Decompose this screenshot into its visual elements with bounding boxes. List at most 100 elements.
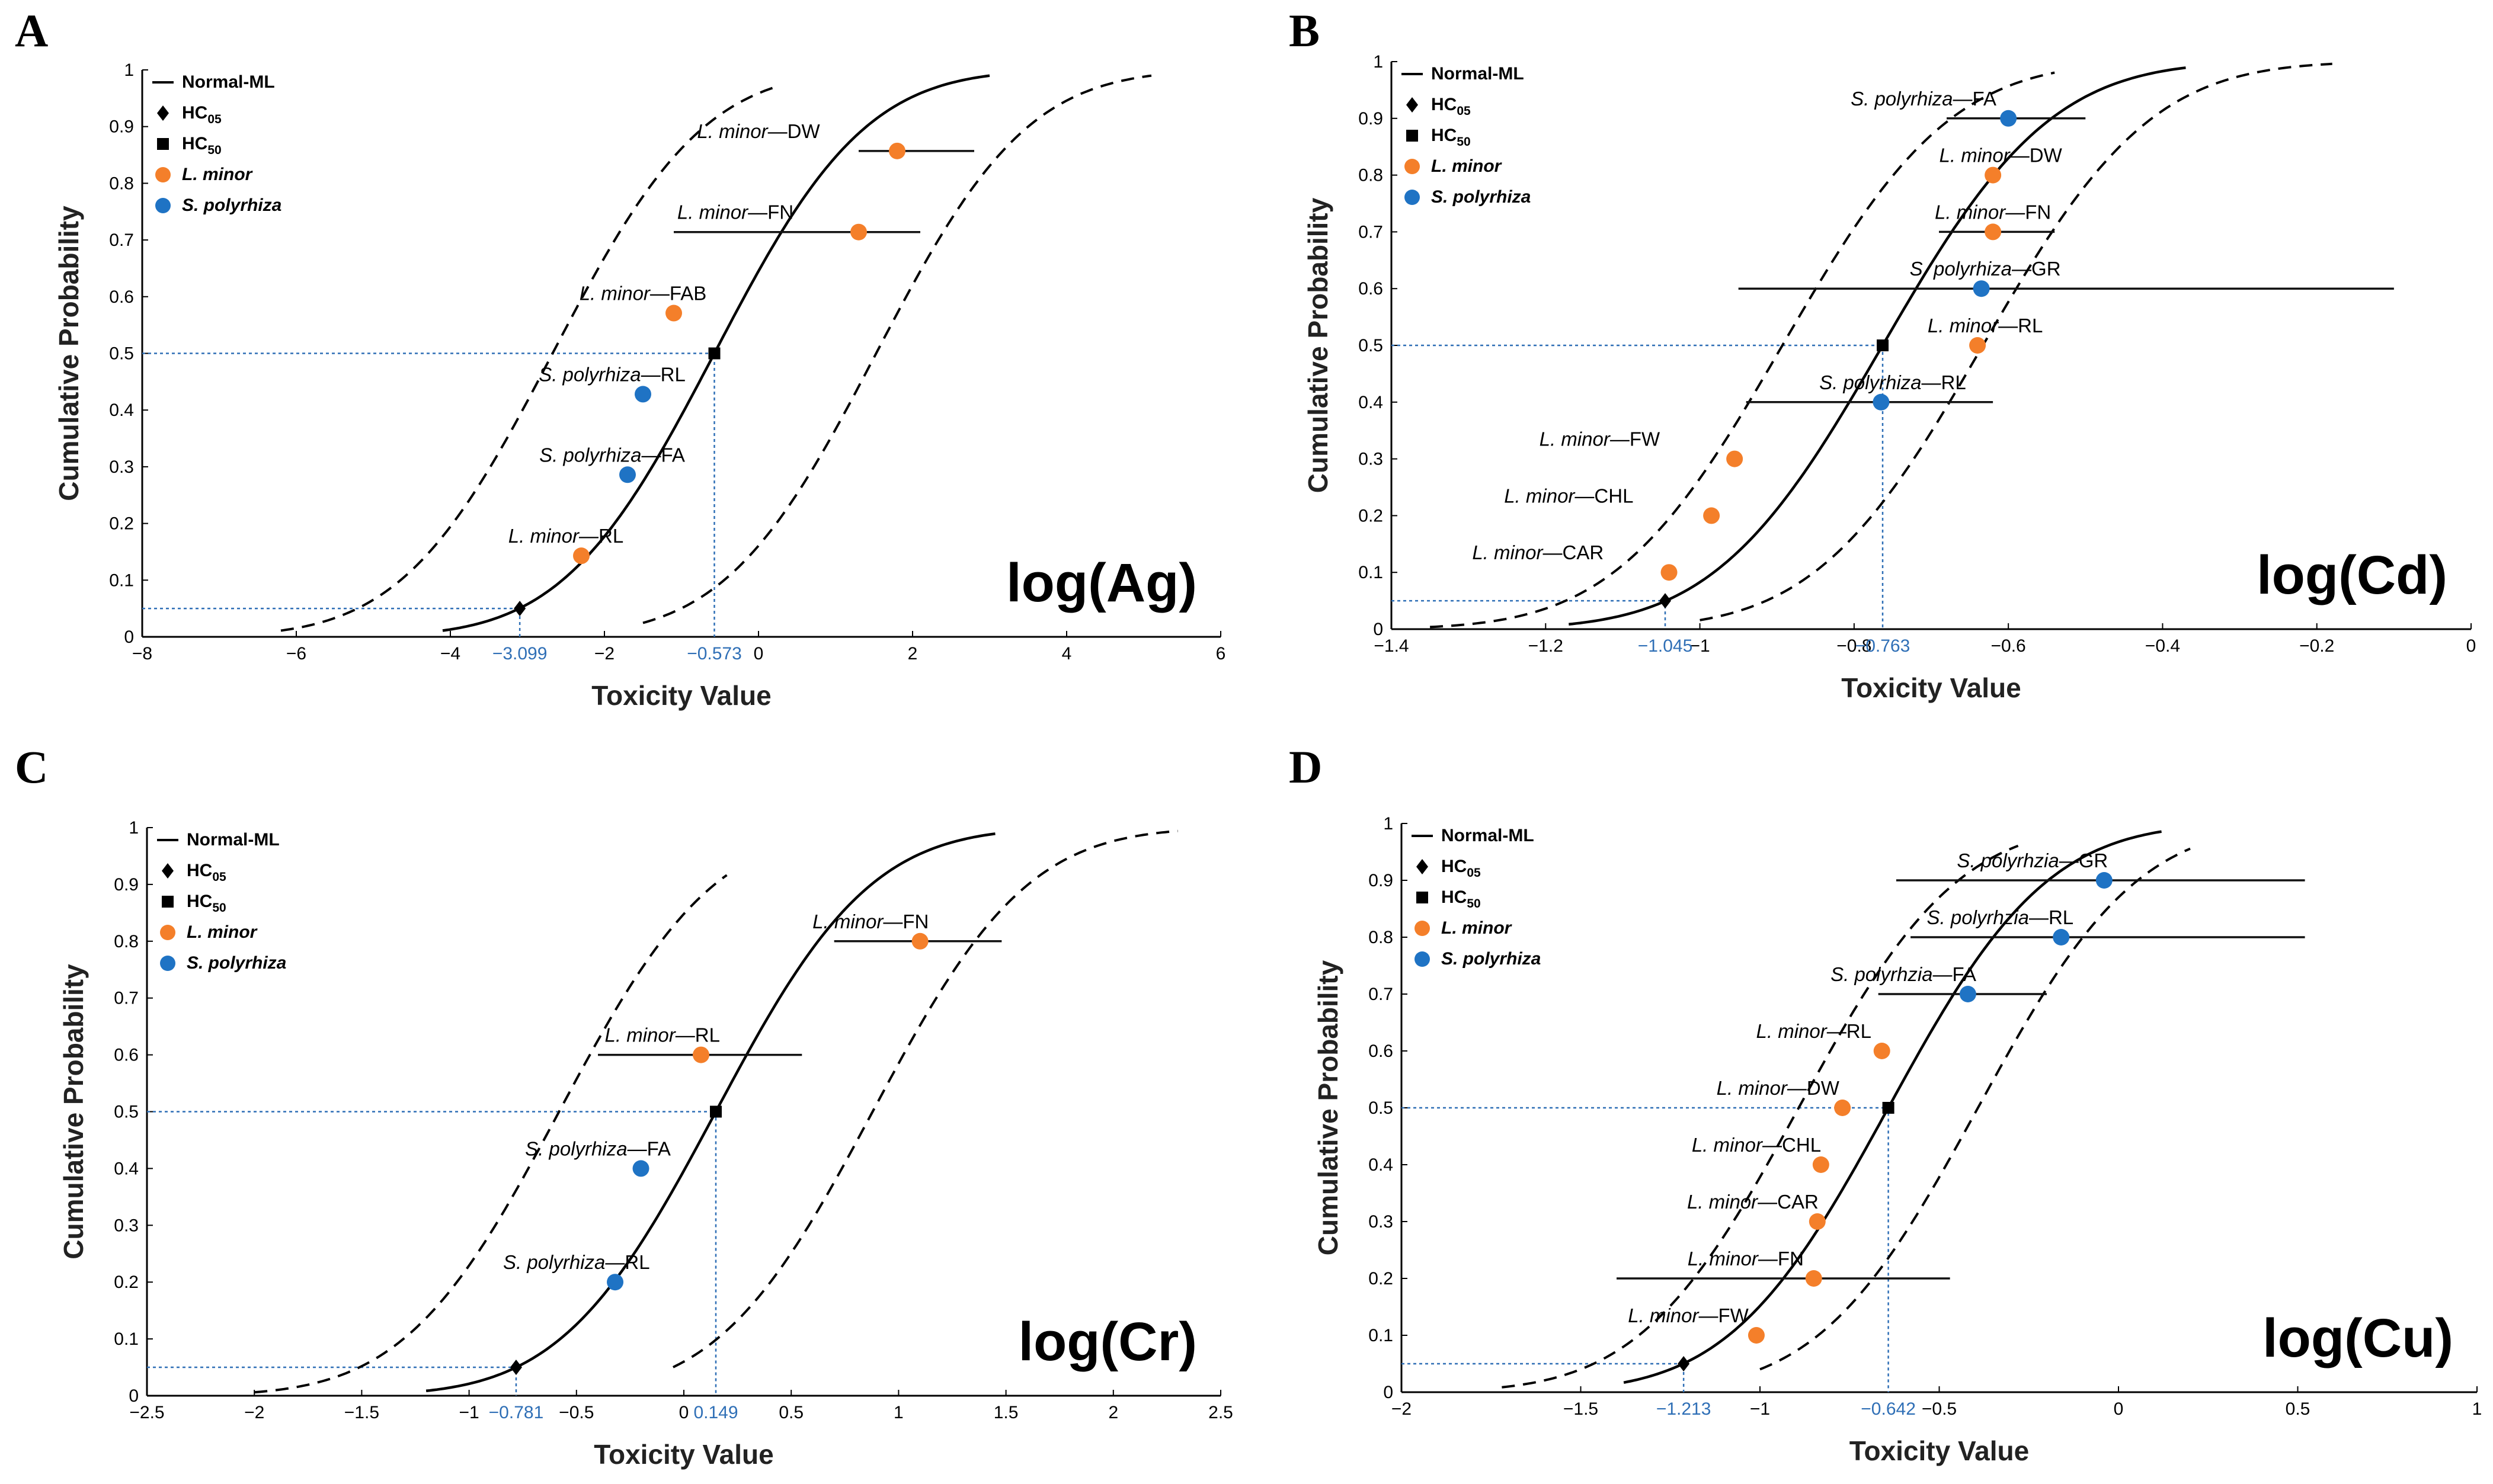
- data-point-label: L. minor—DW: [1940, 145, 2063, 166]
- x-tick-label: 1: [894, 1403, 904, 1422]
- species-name: S. polyrhiza: [539, 363, 641, 385]
- dash-separator: —: [1543, 541, 1563, 563]
- data-point-label: S. polyrhiza—RL: [503, 1251, 650, 1273]
- y-tick-label: 0.7: [1358, 222, 1383, 242]
- endpoint-name: DW: [2030, 145, 2063, 166]
- legend-label: HC50: [187, 892, 226, 915]
- legend-label-main: Normal-ML: [1431, 64, 1524, 84]
- chart-title: log(Cd): [2257, 545, 2447, 605]
- legend-label-subscript: 50: [1467, 897, 1480, 911]
- data-point-label: L. minor—FN: [1935, 201, 2051, 223]
- y-tick-label: 0.8: [114, 932, 139, 951]
- dash-separator: —: [2005, 201, 2025, 223]
- legend-label-subscript: 05: [212, 870, 226, 884]
- dash-separator: —: [1922, 371, 1941, 393]
- species-name: S. polyrhiza: [1819, 371, 1921, 393]
- legend-label-main: S. polyrhiza: [1441, 949, 1541, 969]
- hc50-marker: [1877, 339, 1889, 351]
- hc50-marker: [708, 347, 721, 360]
- data-point-label: S. polyrhzia—GR: [1957, 850, 2108, 871]
- dash-separator: —: [1933, 963, 1953, 985]
- data-point-label: L. minor—CHL: [1692, 1134, 1821, 1156]
- y-tick-label: 1: [1383, 814, 1393, 834]
- data-point: [2000, 110, 2017, 127]
- legend-label: HC05: [187, 861, 226, 884]
- y-tick-label: 0.5: [109, 344, 134, 364]
- y-tick-label: 0.4: [109, 400, 134, 420]
- hc50-guide-value-label: 0.149: [693, 1403, 738, 1422]
- data-point: [889, 142, 905, 159]
- legend-diamond-swatch: [157, 105, 169, 121]
- y-tick-label: 0.6: [114, 1046, 139, 1065]
- dash-separator: —: [1574, 485, 1594, 507]
- endpoint-name: RL: [695, 1024, 720, 1046]
- x-axis-label: Toxicity Value: [591, 680, 771, 711]
- endpoint-name: RL: [661, 363, 686, 385]
- data-point-label: L. minor—FN: [812, 911, 929, 932]
- y-tick-label: 0.6: [109, 287, 134, 307]
- legend-label-main: HC: [187, 861, 212, 880]
- panel-letter: B: [1289, 5, 1320, 56]
- y-tick-label: 0: [1373, 620, 1383, 639]
- x-tick-label: 6: [1216, 644, 1226, 664]
- y-tick-label: 0.5: [114, 1102, 139, 1122]
- legend-circle-swatch: [160, 925, 175, 940]
- y-tick-label: 0.9: [1358, 109, 1383, 129]
- y-tick-label: 0: [1383, 1383, 1393, 1402]
- data-point-label: L. minor—CHL: [1504, 485, 1633, 507]
- data-point-label: L. minor—RL: [1928, 315, 2043, 336]
- hc05-marker: [1659, 593, 1672, 609]
- legend-label-subscript: 50: [207, 143, 221, 157]
- y-tick-label: 0.4: [114, 1159, 139, 1178]
- hc50-guide-value-label: −0.642: [1861, 1399, 1916, 1419]
- endpoint-name: FN: [1778, 1248, 1804, 1270]
- x-tick-label: −2.5: [129, 1403, 164, 1422]
- species-name: L. minor: [1687, 1191, 1759, 1213]
- x-tick-label: −0.5: [559, 1403, 594, 1422]
- species-name: S. polyrhiza: [539, 444, 641, 466]
- panel-letter: A: [15, 5, 48, 56]
- legend-label-subscript: 50: [212, 901, 226, 915]
- x-tick-label: 4: [1062, 644, 1072, 664]
- y-tick-label: 0.8: [109, 174, 134, 193]
- dash-separator: —: [1998, 315, 2018, 336]
- data-point: [1985, 166, 2002, 184]
- y-tick-label: 0.5: [1358, 336, 1383, 355]
- y-tick-label: 0.7: [114, 989, 139, 1008]
- legend-label: HC50: [182, 134, 222, 157]
- species-name: L. minor: [1717, 1077, 1788, 1099]
- panel-c-chart: C 0 0.1 0.2 0.3 0.4 0.5 0.6 0.7 0.8 0.9 1 −2.5 −2 −1.5…: [15, 741, 1233, 1470]
- data-point-label: L. minor—FN: [1688, 1248, 1804, 1270]
- species-name: L. minor: [1756, 1020, 1828, 1042]
- data-point-label: L. minor—DW: [1717, 1077, 1840, 1099]
- data-point: [1660, 564, 1678, 581]
- upper-confidence-curve: [672, 829, 1178, 1368]
- data-point-label: S. polyrhzia—RL: [1927, 906, 2074, 928]
- dash-separator: —: [2010, 145, 2030, 166]
- x-tick-label: 1: [2472, 1399, 2482, 1419]
- endpoint-name: RL: [2049, 906, 2073, 928]
- upper-confidence-curve: [642, 74, 1152, 624]
- endpoint-name: RL: [1941, 371, 1966, 393]
- data-point: [911, 932, 929, 950]
- dash-separator: —: [676, 1024, 695, 1046]
- dash-separator: —: [748, 201, 767, 223]
- endpoint-name: GR: [2031, 258, 2061, 280]
- legend-circle-swatch: [155, 167, 171, 182]
- panel-a-chart: A 0 0.1 0.2 0.3 0.4 0.5 0.6 0.7 0.8 0.9 1 −8 −6 −4 −2 0 2…: [15, 5, 1226, 711]
- endpoint-name: DW: [788, 120, 821, 142]
- hc05-marker: [514, 601, 526, 617]
- legend-diamond-swatch: [162, 863, 174, 879]
- legend-label: L. minor: [1441, 918, 1513, 938]
- legend-circle-swatch: [1414, 921, 1430, 936]
- legend-label-main: Normal-ML: [1441, 826, 1534, 845]
- y-tick-label: 0.2: [114, 1273, 139, 1292]
- endpoint-name: FA: [1953, 963, 1976, 985]
- dash-separator: —: [1827, 1020, 1846, 1042]
- species-name: L. minor: [508, 525, 580, 547]
- x-tick-label: −2: [244, 1403, 264, 1422]
- panel-letter: D: [1289, 741, 1322, 793]
- y-tick-label: 0.2: [1358, 506, 1383, 525]
- endpoint-name: FA: [647, 1137, 671, 1159]
- data-point: [1703, 507, 1720, 524]
